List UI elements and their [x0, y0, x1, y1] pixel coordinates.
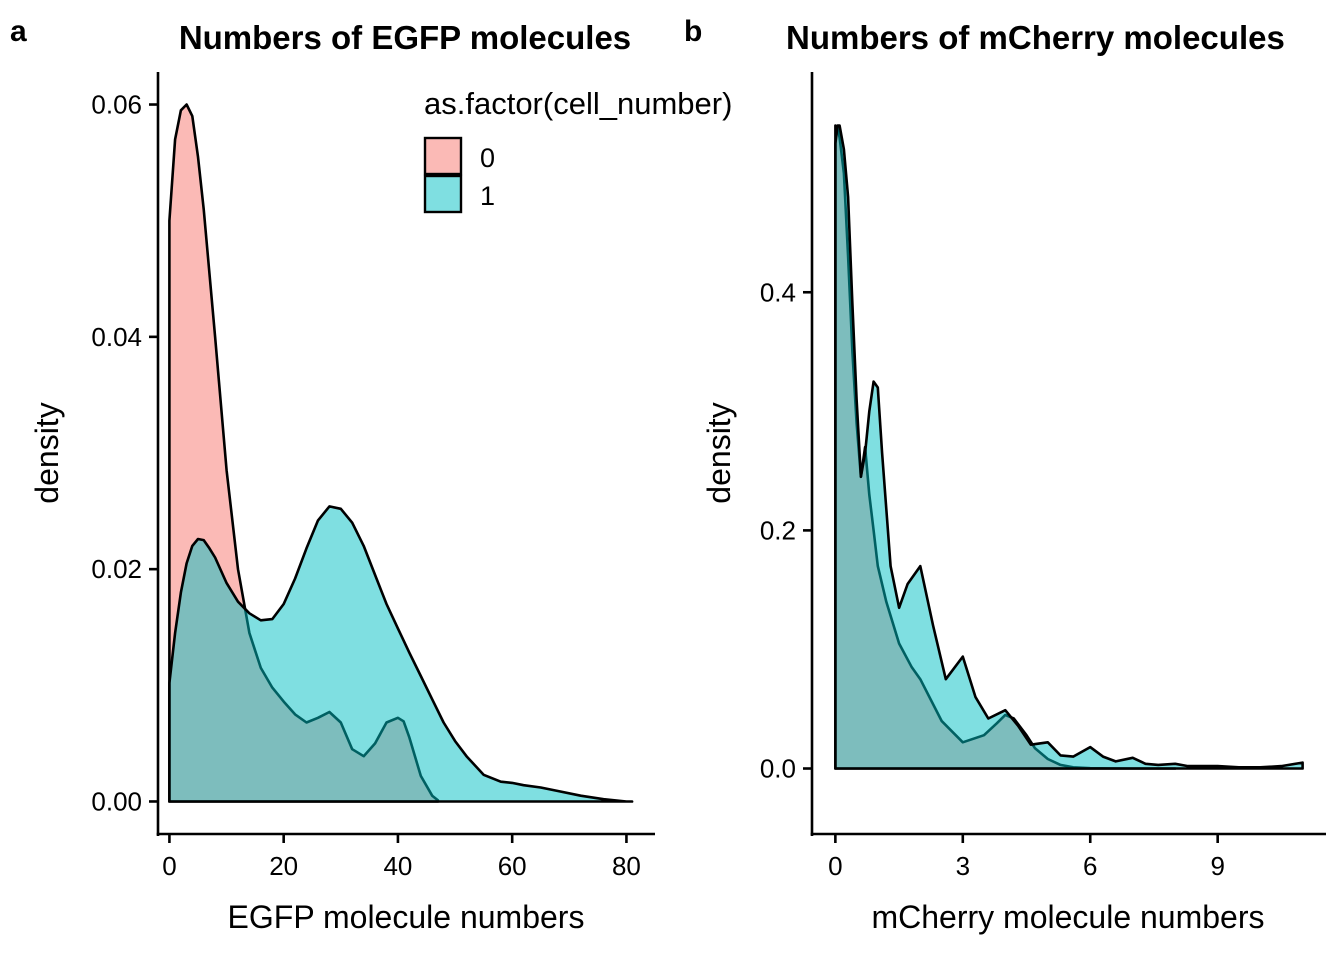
panel-b-x-tick-label: 3	[956, 851, 970, 881]
panel-a-density-series-1	[168, 505, 634, 803]
panel-b-y-tick-label: 0.4	[760, 277, 796, 307]
panel-a-y-axis-title: density	[29, 402, 65, 503]
panel-a-data-layer	[168, 103, 634, 803]
panel-a-y-tick-label: 0.00	[91, 786, 142, 816]
panel-b-title: Numbers of mCherry molecules	[786, 19, 1285, 56]
panel-b-density-series-1	[834, 124, 1304, 770]
panel-a-y-tick-label: 0.06	[91, 90, 142, 120]
legend: as.factor(cell_number) 0 1	[423, 86, 732, 214]
panel-a-x-axis-title: EGFP molecule numbers	[228, 899, 585, 935]
panel-a-ticks: 0 20 40 60 80 0.00 0.02 0.04 0.06	[91, 90, 641, 881]
panel-a-title: Numbers of EGFP molecules	[179, 19, 631, 56]
panel-a-x-tick-label: 0	[162, 851, 176, 881]
panel-b-data-layer	[834, 124, 1304, 770]
panel-a-y-tick-label: 0.02	[91, 554, 142, 584]
panel-b-y-axis-title: density	[701, 402, 737, 503]
legend-label-1: 1	[480, 181, 495, 211]
panel-b-tag: b	[684, 15, 702, 48]
panel-b-x-tick-label: 0	[828, 851, 842, 881]
panel-b-x-tick-label: 6	[1083, 851, 1097, 881]
panel-a-x-tick-label: 60	[498, 851, 527, 881]
panel-b-ticks: 0 3 6 9 0.0 0.2 0.4	[760, 277, 1225, 881]
panel-b-y-tick-label: 0.0	[760, 754, 796, 784]
panel-a-tag: a	[10, 15, 27, 48]
legend-key-1	[423, 174, 463, 214]
legend-key-0	[423, 136, 463, 176]
panel-a-x-tick-label: 20	[269, 851, 298, 881]
panel-a-x-tick-label: 40	[383, 851, 412, 881]
panel-b-x-axis-title: mCherry molecule numbers	[871, 899, 1264, 935]
panel-a-x-tick-label: 80	[612, 851, 641, 881]
panel-a: a Numbers of EGFP molecules 0 20 40 60 80 0.0…	[10, 15, 732, 935]
legend-label-0: 0	[480, 143, 495, 173]
panel-b-y-tick-label: 0.2	[760, 515, 796, 545]
panel-a-y-tick-label: 0.04	[91, 322, 142, 352]
panel-b: b Numbers of mCherry molecules 0 3 6 9 0.0 0.…	[684, 15, 1326, 935]
panel-b-x-tick-label: 9	[1210, 851, 1224, 881]
legend-title: as.factor(cell_number)	[424, 86, 732, 121]
